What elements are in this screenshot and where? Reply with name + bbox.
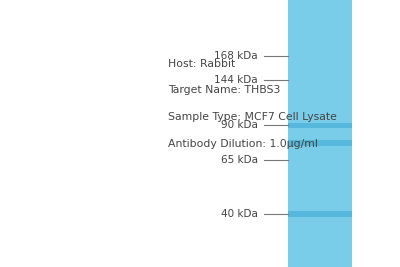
Text: 90 kDa: 90 kDa bbox=[221, 120, 258, 131]
Text: Antibody Dilution: 1.0µg/ml: Antibody Dilution: 1.0µg/ml bbox=[168, 139, 318, 149]
Text: 40 kDa: 40 kDa bbox=[221, 209, 258, 219]
Bar bbox=[288, 140, 352, 146]
Text: Target Name: THBS3: Target Name: THBS3 bbox=[168, 85, 280, 95]
Text: 144 kDa: 144 kDa bbox=[214, 75, 258, 85]
Text: Sample Type: MCF7 Cell Lysate: Sample Type: MCF7 Cell Lysate bbox=[168, 112, 337, 122]
Text: 168 kDa: 168 kDa bbox=[214, 51, 258, 61]
Text: 65 kDa: 65 kDa bbox=[221, 155, 258, 165]
Text: Host: Rabbit: Host: Rabbit bbox=[168, 59, 235, 69]
Bar bbox=[288, 123, 352, 128]
Bar bbox=[288, 0, 352, 267]
Bar bbox=[288, 211, 352, 217]
